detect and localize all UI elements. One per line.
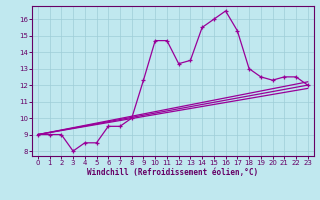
X-axis label: Windchill (Refroidissement éolien,°C): Windchill (Refroidissement éolien,°C) <box>87 168 258 177</box>
